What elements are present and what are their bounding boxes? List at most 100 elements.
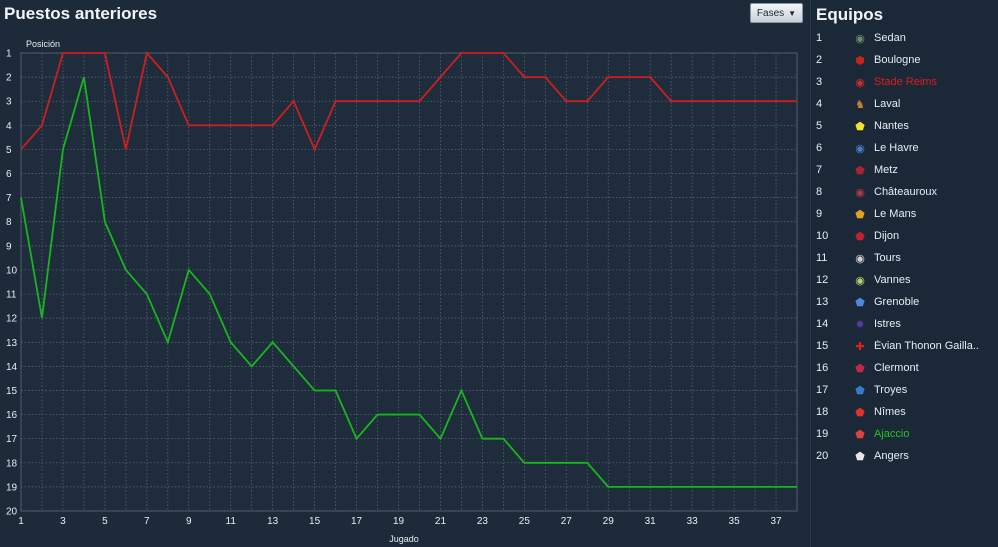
team-name: Ajaccio — [874, 428, 910, 440]
stages-button-label: Fases — [756, 7, 785, 19]
plot-area — [20, 52, 798, 512]
x-tick-label: 35 — [729, 516, 741, 527]
crest-troyes-icon: ⬟ — [855, 384, 865, 397]
y-tick-label: 3 — [6, 97, 12, 108]
x-tick-label: 23 — [477, 516, 489, 527]
team-name: Laval — [874, 98, 901, 110]
crest-chateauroux-icon: ◉ — [855, 186, 865, 199]
x-tick-label: 31 — [645, 516, 657, 527]
team-name: Grenoble — [874, 296, 920, 308]
crest-boulogne-icon: ⬢ — [855, 54, 865, 67]
team-row[interactable]: 18 ⬟ Nîmes — [811, 401, 998, 423]
crest-reims-icon: ◉ — [855, 76, 865, 89]
team-position: 15 — [816, 340, 829, 352]
team-row[interactable]: 15 ✚ Évian Thonon Gailla.. — [811, 335, 998, 357]
team-position: 20 — [816, 450, 829, 462]
y-tick-label: 13 — [6, 338, 18, 349]
team-row[interactable]: 9 ⬟ Le Mans — [811, 203, 998, 225]
team-row[interactable]: 16 ⬟ Clermont — [811, 357, 998, 379]
x-tick-label: 27 — [561, 516, 573, 527]
team-name: Châteauroux — [874, 186, 937, 198]
x-tick-label: 17 — [351, 516, 363, 527]
team-name: Tours — [874, 252, 901, 264]
team-row[interactable]: 7 ⬟ Metz — [811, 159, 998, 181]
team-position: 7 — [816, 164, 823, 176]
team-row[interactable]: 1 ◉ Sedan — [811, 27, 998, 49]
y-axis-label: Posición — [26, 39, 60, 49]
stages-dropdown-button[interactable]: Fases ▼ — [750, 3, 803, 23]
page-title: Puestos anteriores — [4, 4, 158, 23]
team-position: 13 — [816, 296, 829, 308]
crest-lehavre-icon: ◉ — [855, 142, 865, 155]
y-tick-label: 8 — [6, 217, 12, 228]
y-tick-label: 20 — [6, 507, 18, 518]
team-name: Vannes — [874, 274, 911, 286]
crest-ajaccio-icon: ⬟ — [855, 428, 865, 441]
crest-clermont-icon: ⬟ — [855, 362, 865, 375]
team-position: 9 — [816, 208, 823, 220]
crest-istres-icon: ✸ — [855, 318, 865, 331]
team-row[interactable]: 10 ⬟ Dijon — [811, 225, 998, 247]
y-tick-label: 6 — [6, 169, 12, 180]
crest-laval-icon: ♞ — [855, 98, 865, 111]
team-row[interactable]: 13 ⬟ Grenoble — [811, 291, 998, 313]
x-tick-label: 3 — [60, 516, 66, 527]
team-row[interactable]: 11 ◉ Tours — [811, 247, 998, 269]
x-axis-label: Jugado — [389, 534, 419, 544]
x-tick-label: 25 — [519, 516, 531, 527]
team-position: 3 — [816, 76, 823, 88]
chart-panel: Puestos anteriores Fases ▼ 1 2 3 4 5 6 7 8 9 10 11… — [4, 3, 803, 544]
team-position: 12 — [816, 274, 829, 286]
team-row[interactable]: 19 ⬟ Ajaccio — [811, 423, 998, 445]
team-position: 1 — [816, 32, 823, 44]
team-name: Boulogne — [874, 54, 921, 66]
team-position: 4 — [816, 98, 823, 110]
x-tick-label: 29 — [603, 516, 615, 527]
team-position: 16 — [816, 362, 829, 374]
team-row[interactable]: 6 ◉ Le Havre — [811, 137, 998, 159]
team-name: Le Mans — [874, 208, 917, 220]
team-name: Évian Thonon Gailla.. — [874, 340, 979, 352]
y-tick-label: 14 — [6, 362, 18, 373]
team-row[interactable]: 12 ◉ Vannes — [811, 269, 998, 291]
team-row[interactable]: 3 ◉ Stade Reims — [811, 71, 998, 93]
team-position: 14 — [816, 318, 829, 330]
crest-vannes-icon: ◉ — [855, 274, 865, 287]
y-tick-label: 4 — [6, 121, 12, 132]
teams-panel: Equipos 1 ◉ Sedan 2 ⬢ Boulogne 3 ◉ Stade Reims 4 ♞… — [810, 0, 998, 547]
team-name: Le Havre — [874, 142, 919, 154]
x-tick-label: 9 — [186, 516, 192, 527]
team-row[interactable]: 14 ✸ Istres — [811, 313, 998, 335]
team-row[interactable]: 5 ⬟ Nantes — [811, 115, 998, 137]
team-row[interactable]: 17 ⬟ Troyes — [811, 379, 998, 401]
team-name: Clermont — [874, 362, 919, 374]
team-row[interactable]: 8 ◉ Châteauroux — [811, 181, 998, 203]
y-tick-label: 18 — [6, 458, 18, 469]
y-tick-label: 16 — [6, 410, 18, 421]
y-tick-label: 5 — [6, 145, 12, 156]
team-row[interactable]: 4 ♞ Laval — [811, 93, 998, 115]
teams-panel-title: Equipos — [816, 5, 884, 24]
x-tick-label: 15 — [309, 516, 321, 527]
team-position: 19 — [816, 428, 829, 440]
team-row[interactable]: 2 ⬢ Boulogne — [811, 49, 998, 71]
team-row[interactable]: 20 ⬟ Angers — [811, 445, 998, 467]
team-position: 11 — [816, 252, 828, 264]
y-tick-label: 10 — [6, 265, 18, 276]
team-position: 2 — [816, 54, 823, 66]
team-name: Nantes — [874, 120, 909, 132]
team-position: 6 — [816, 142, 823, 154]
crest-evian-icon: ✚ — [855, 340, 865, 353]
series-line — [20, 51, 797, 152]
y-tick-label: 12 — [6, 314, 18, 325]
chevron-down-icon: ▼ — [788, 8, 797, 18]
team-name: Metz — [874, 164, 898, 176]
team-position: 8 — [816, 186, 823, 198]
crest-nimes-icon: ⬟ — [855, 406, 865, 419]
series-line — [20, 76, 797, 488]
y-tick-label: 17 — [6, 434, 18, 445]
y-tick-label: 9 — [6, 241, 12, 252]
team-name: Stade Reims — [874, 76, 937, 88]
team-name: Sedan — [874, 32, 906, 44]
